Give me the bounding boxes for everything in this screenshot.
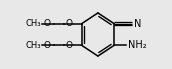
Text: O: O (66, 41, 73, 50)
Text: N: N (134, 19, 141, 29)
Text: CH₃: CH₃ (25, 19, 41, 28)
Text: CH₃: CH₃ (25, 41, 41, 50)
Text: NH₂: NH₂ (128, 40, 146, 50)
Text: O: O (66, 19, 73, 28)
Text: O: O (43, 19, 50, 28)
Text: O: O (43, 41, 50, 50)
